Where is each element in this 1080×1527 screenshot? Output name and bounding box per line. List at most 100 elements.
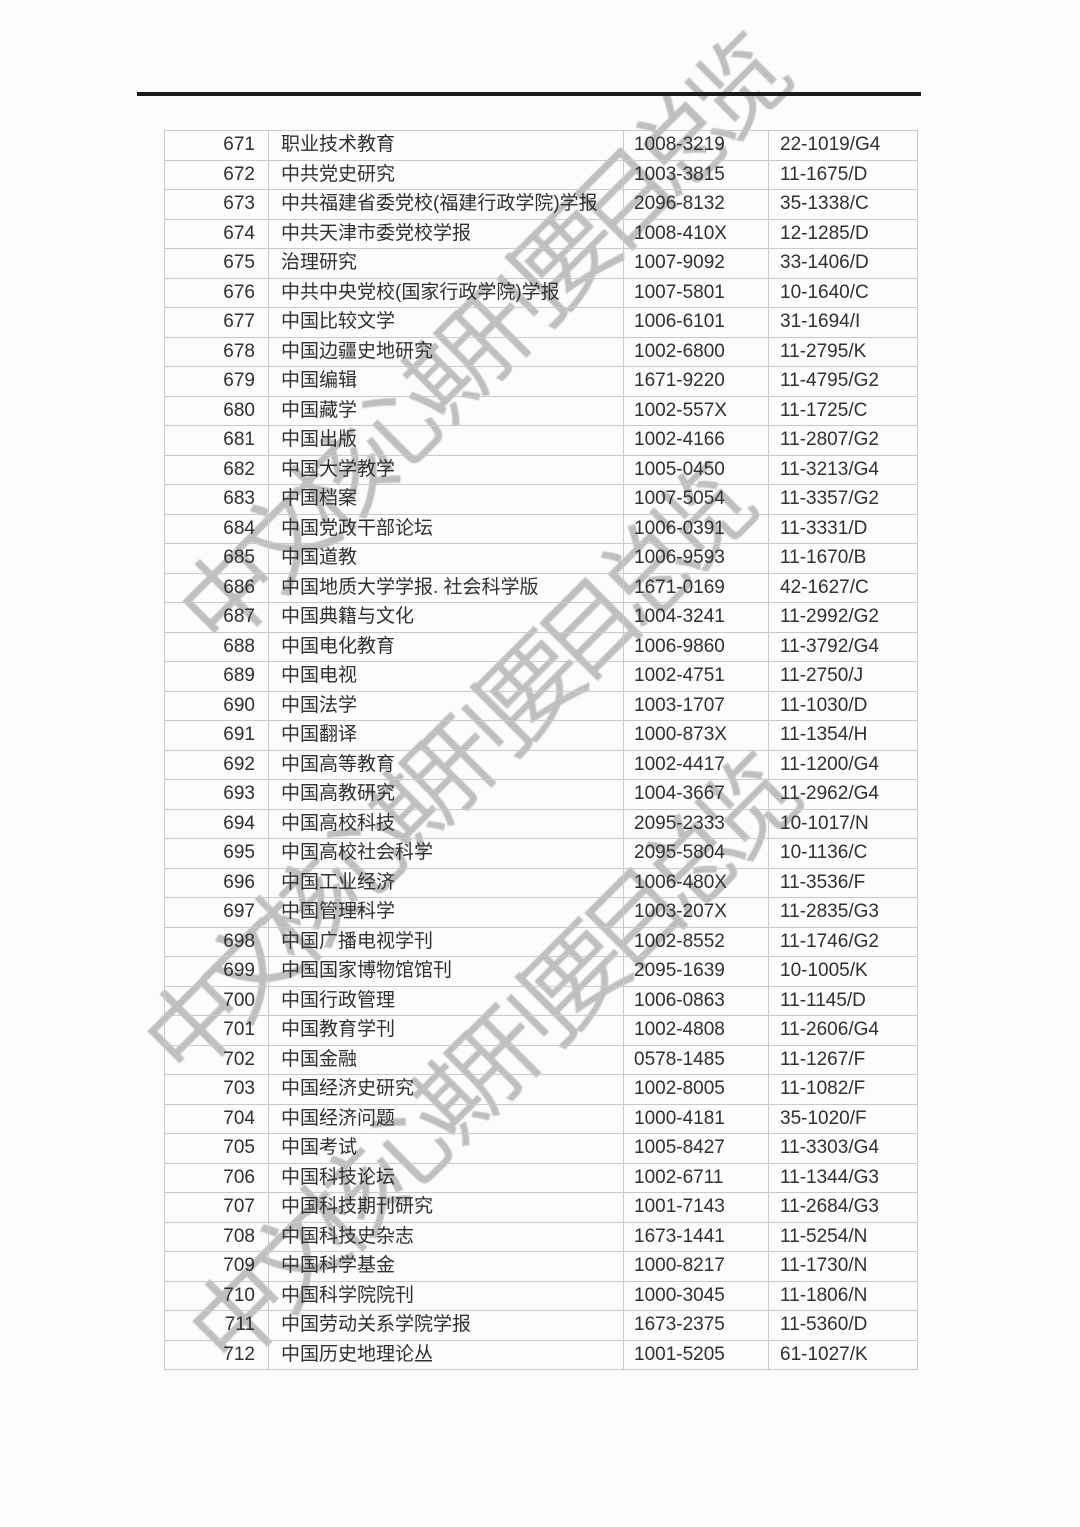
cn-number-cell: 10-1136/C: [768, 838, 918, 869]
cn-number-cell: 11-2750/J: [768, 661, 918, 692]
issn-cell: 1004-3241: [623, 602, 769, 633]
cn-number-cell: 31-1694/I: [768, 307, 918, 338]
issn-cell: 1005-8427: [623, 1133, 769, 1164]
row-number-cell: 675: [164, 248, 269, 279]
table-row: 677 中国比较文学 1006-6101 31-1694/I: [164, 307, 918, 338]
cn-number-cell: 11-5254/N: [768, 1221, 918, 1252]
journal-title-cell: 中国藏学: [268, 395, 624, 426]
table-row: 703 中国经济史研究 1002-8005 11-1082/F: [164, 1074, 918, 1105]
row-number-cell: 707: [164, 1192, 269, 1223]
row-number-cell: 702: [164, 1044, 269, 1075]
row-number-cell: 677: [164, 307, 269, 338]
row-number-cell: 705: [164, 1133, 269, 1164]
cn-number-cell: 11-4795/G2: [768, 366, 918, 397]
table-row: 711 中国劳动关系学院学报 1673-2375 11-5360/D: [164, 1310, 918, 1341]
table-row: 690 中国法学 1003-1707 11-1030/D: [164, 690, 918, 721]
cn-number-cell: 11-1725/C: [768, 395, 918, 426]
journal-title-cell: 中共福建省委党校(福建行政学院)学报: [268, 189, 624, 220]
row-number-cell: 678: [164, 336, 269, 367]
table-row: 707 中国科技期刊研究 1001-7143 11-2684/G3: [164, 1192, 918, 1223]
journal-title-cell: 中国科学院院刊: [268, 1280, 624, 1311]
cn-number-cell: 11-3536/F: [768, 867, 918, 898]
table-row: 680 中国藏学 1002-557X 11-1725/C: [164, 395, 918, 426]
journal-title-cell: 中共中央党校(国家行政学院)学报: [268, 277, 624, 308]
cn-number-cell: 11-1145/D: [768, 985, 918, 1016]
cn-number-cell: 10-1005/K: [768, 956, 918, 987]
issn-cell: 1673-1441: [623, 1221, 769, 1252]
journal-table-body: 671 职业技术教育 1008-3219 22-1019/G4 672 中共党史研究 100…: [164, 130, 918, 1370]
issn-cell: 1006-0391: [623, 513, 769, 544]
issn-cell: 1000-8217: [623, 1251, 769, 1282]
cn-number-cell: 11-1806/N: [768, 1280, 918, 1311]
table-row: 679 中国编辑 1671-9220 11-4795/G2: [164, 366, 918, 397]
issn-cell: 1008-3219: [623, 130, 769, 161]
journal-title-cell: 职业技术教育: [268, 130, 624, 161]
table-row: 692 中国高等教育 1002-4417 11-1200/G4: [164, 749, 918, 780]
cn-number-cell: 11-1200/G4: [768, 749, 918, 780]
journal-title-cell: 中国工业经济: [268, 867, 624, 898]
issn-cell: 1003-3815: [623, 159, 769, 190]
cn-number-cell: 11-2807/G2: [768, 425, 918, 456]
issn-cell: 1002-6800: [623, 336, 769, 367]
table-row: 672 中共党史研究 1003-3815 11-1675/D: [164, 159, 918, 190]
journal-title-cell: 中国行政管理: [268, 985, 624, 1016]
cn-number-cell: 11-2684/G3: [768, 1192, 918, 1223]
cn-number-cell: 11-3213/G4: [768, 454, 918, 485]
row-number-cell: 695: [164, 838, 269, 869]
cn-number-cell: 11-3792/G4: [768, 631, 918, 662]
journal-title-cell: 中国金融: [268, 1044, 624, 1075]
table-row: 693 中国高教研究 1004-3667 11-2962/G4: [164, 779, 918, 810]
issn-cell: 1002-8005: [623, 1074, 769, 1105]
row-number-cell: 687: [164, 602, 269, 633]
issn-cell: 2095-5804: [623, 838, 769, 869]
table-row: 709 中国科学基金 1000-8217 11-1730/N: [164, 1251, 918, 1282]
row-number-cell: 686: [164, 572, 269, 603]
cn-number-cell: 11-1675/D: [768, 159, 918, 190]
table-row: 708 中国科技史杂志 1673-1441 11-5254/N: [164, 1221, 918, 1252]
row-number-cell: 671: [164, 130, 269, 161]
cn-number-cell: 61-1027/K: [768, 1339, 918, 1370]
row-number-cell: 710: [164, 1280, 269, 1311]
journal-title-cell: 中国管理科学: [268, 897, 624, 928]
table-row: 705 中国考试 1005-8427 11-3303/G4: [164, 1133, 918, 1164]
table-row: 688 中国电化教育 1006-9860 11-3792/G4: [164, 631, 918, 662]
row-number-cell: 684: [164, 513, 269, 544]
journal-title-cell: 中国大学教学: [268, 454, 624, 485]
table-row: 699 中国国家博物馆馆刊 2095-1639 10-1005/K: [164, 956, 918, 987]
row-number-cell: 676: [164, 277, 269, 308]
issn-cell: 1002-4166: [623, 425, 769, 456]
cn-number-cell: 11-2795/K: [768, 336, 918, 367]
journal-title-cell: 中国历史地理论丛: [268, 1339, 624, 1370]
issn-cell: 2096-8132: [623, 189, 769, 220]
issn-cell: 1000-873X: [623, 720, 769, 751]
cn-number-cell: 11-2606/G4: [768, 1015, 918, 1046]
row-number-cell: 682: [164, 454, 269, 485]
journal-title-cell: 中国科技史杂志: [268, 1221, 624, 1252]
cn-number-cell: 35-1020/F: [768, 1103, 918, 1134]
issn-cell: 1008-410X: [623, 218, 769, 249]
table-row: 676 中共中央党校(国家行政学院)学报 1007-5801 10-1640/C: [164, 277, 918, 308]
cn-number-cell: 12-1285/D: [768, 218, 918, 249]
row-number-cell: 706: [164, 1162, 269, 1193]
journal-title-cell: 中国党政干部论坛: [268, 513, 624, 544]
table-row: 678 中国边疆史地研究 1002-6800 11-2795/K: [164, 336, 918, 367]
issn-cell: 1000-3045: [623, 1280, 769, 1311]
row-number-cell: 689: [164, 661, 269, 692]
issn-cell: 1007-9092: [623, 248, 769, 279]
issn-cell: 1001-5205: [623, 1339, 769, 1370]
cn-number-cell: 11-3303/G4: [768, 1133, 918, 1164]
journal-title-cell: 中国典籍与文化: [268, 602, 624, 633]
journal-title-cell: 中国高教研究: [268, 779, 624, 810]
table-row: 686 中国地质大学学报. 社会科学版 1671-0169 42-1627/C: [164, 572, 918, 603]
table-row: 702 中国金融 0578-1485 11-1267/F: [164, 1044, 918, 1075]
page-header-rule: [137, 92, 921, 96]
issn-cell: 1000-4181: [623, 1103, 769, 1134]
issn-cell: 1002-4808: [623, 1015, 769, 1046]
journal-title-cell: 中国科技论坛: [268, 1162, 624, 1193]
cn-number-cell: 35-1338/C: [768, 189, 918, 220]
journal-title-cell: 中国电化教育: [268, 631, 624, 662]
issn-cell: 1003-1707: [623, 690, 769, 721]
cn-number-cell: 11-1670/B: [768, 543, 918, 574]
row-number-cell: 685: [164, 543, 269, 574]
cn-number-cell: 11-5360/D: [768, 1310, 918, 1341]
